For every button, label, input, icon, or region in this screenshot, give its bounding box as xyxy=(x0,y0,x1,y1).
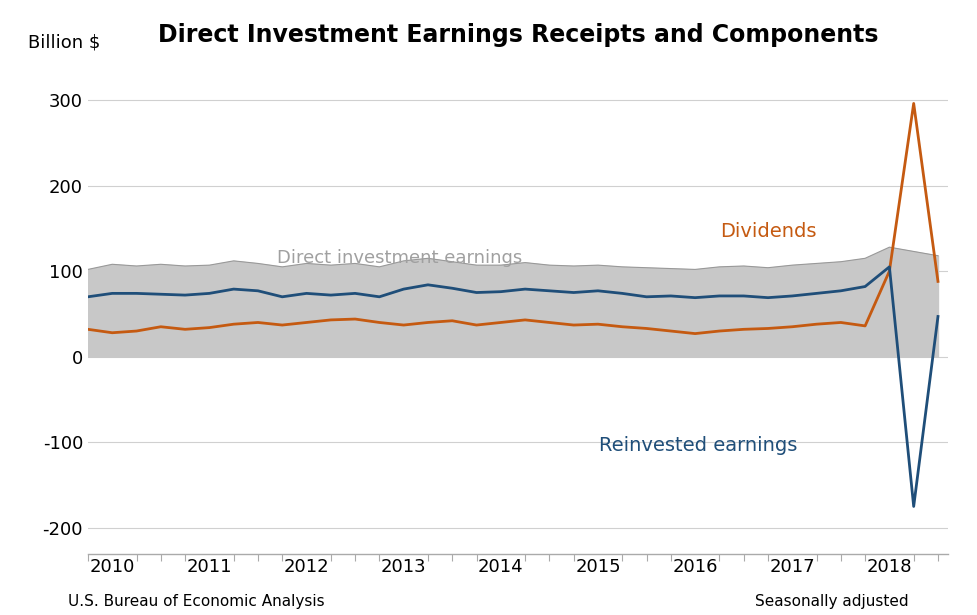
Title: Direct Investment Earnings Receipts and Components: Direct Investment Earnings Receipts and … xyxy=(157,23,878,47)
Text: Seasonally adjusted: Seasonally adjusted xyxy=(755,594,909,609)
Text: Dividends: Dividends xyxy=(720,222,817,240)
Text: Direct investment earnings: Direct investment earnings xyxy=(277,249,523,268)
Text: U.S. Bureau of Economic Analysis: U.S. Bureau of Economic Analysis xyxy=(68,594,325,609)
Text: Reinvested earnings: Reinvested earnings xyxy=(600,436,798,454)
Text: Billion $: Billion $ xyxy=(27,34,100,52)
